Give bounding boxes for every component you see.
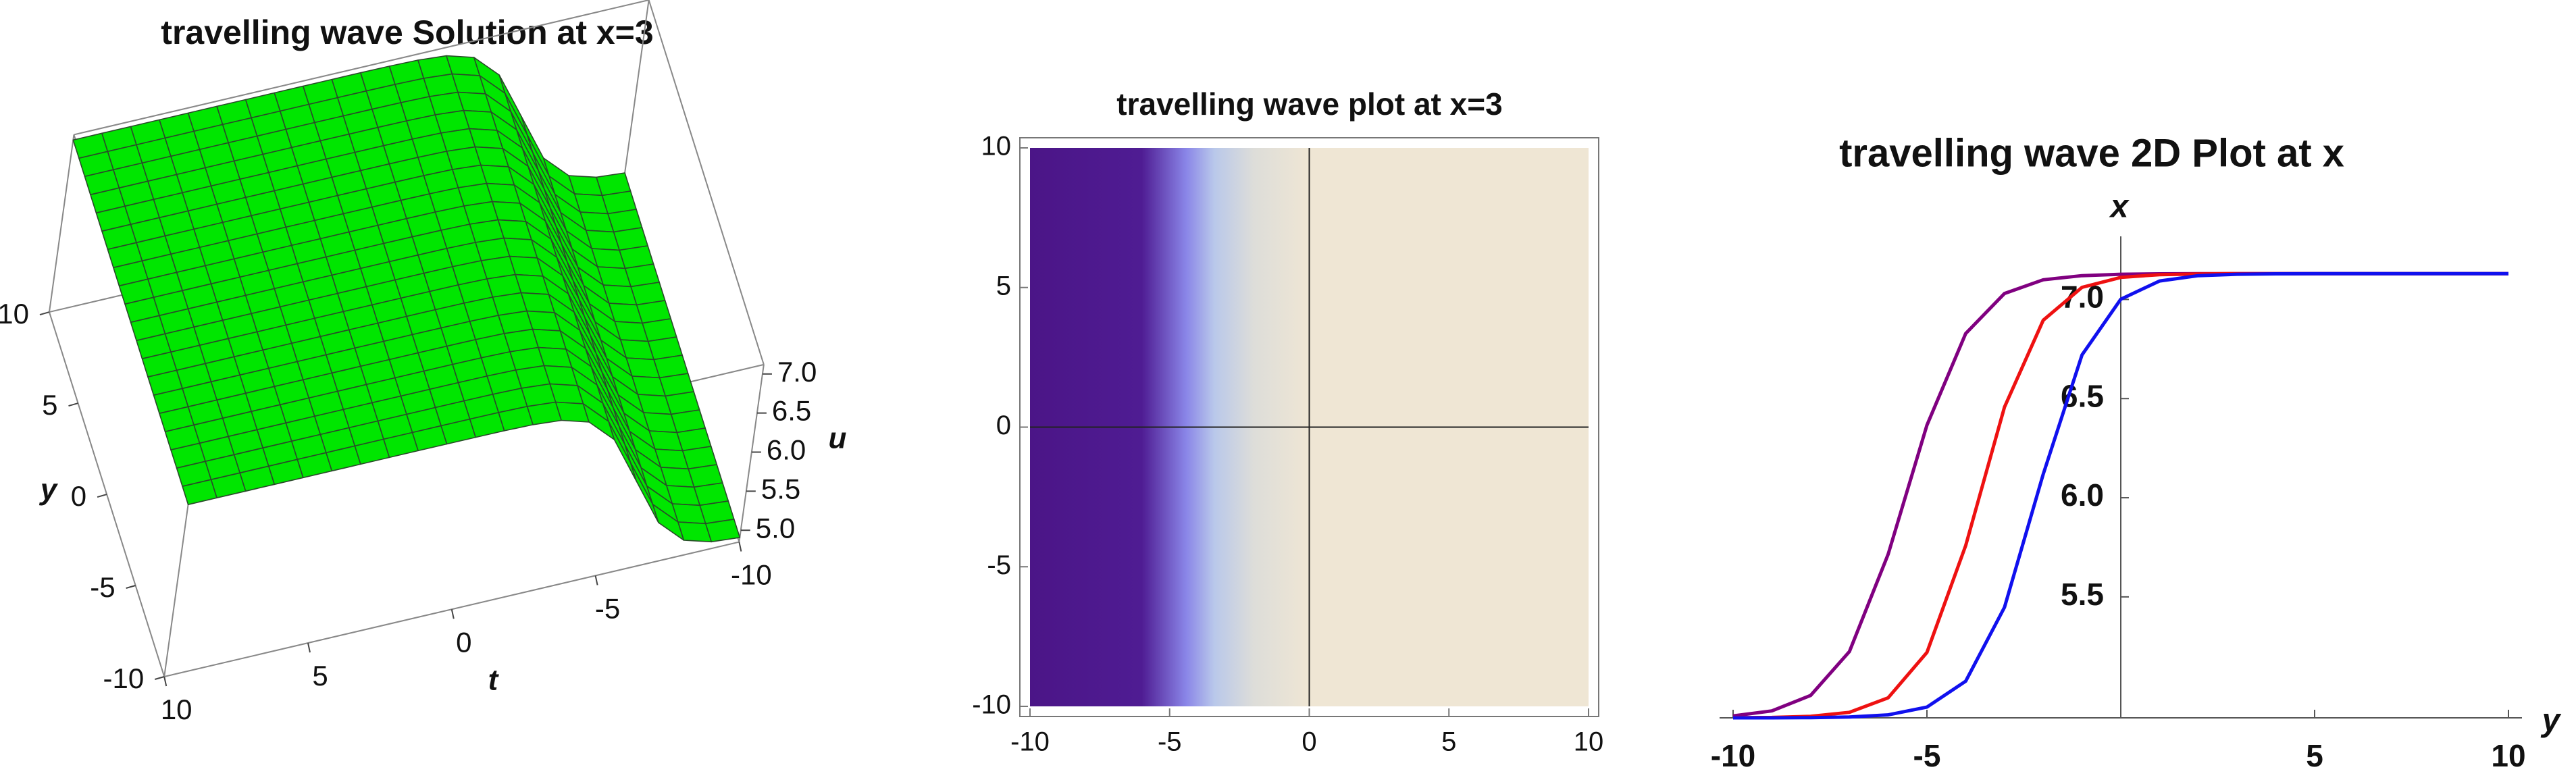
x-tick-label: -5 [1913,738,1941,773]
chart-title: travelling wave Solution at x=3 [161,14,653,51]
y-tick-label: 6.0 [2061,477,2104,513]
x-tick-label: -5 [1158,727,1182,757]
y-tick-label: 0 [71,480,86,512]
x-tick-label: 10 [161,694,192,725]
x-tick-label: 5 [312,660,328,692]
x-tick-label: 10 [2491,738,2525,773]
box-edge [623,0,650,178]
x-tick [450,609,455,619]
y-tick-label: 0 [996,411,1011,440]
x-tick-label: -10 [1711,738,1755,773]
surface [72,55,741,543]
surface-cell [704,519,741,543]
x-tick-label: -5 [595,593,620,625]
x-tick [307,642,311,653]
box-edge [48,134,75,313]
z-tick-label: 6.0 [767,434,806,466]
y-tick-label: 10 [0,298,29,330]
z-axis-label: u [829,422,847,455]
box-edge [738,364,765,542]
y-tick-label: -10 [103,662,144,694]
x-tick-label: -10 [731,559,772,591]
chart-title: travelling wave plot at x=3 [1116,86,1502,122]
x-tick-label: 10 [1574,727,1604,757]
y-tick [126,585,136,589]
y-tick-label: -5 [90,571,115,603]
x-tick-label: 5 [1441,727,1456,757]
y-tick-label: 5 [996,271,1011,301]
x-tick-label: 0 [1302,727,1316,757]
z-tick-label: 7.0 [777,356,817,388]
x-axis-label: t [488,664,500,697]
y-tick-label: 5 [42,389,57,421]
x-tick-label: 5 [2306,738,2323,773]
y-tick-label: 5.5 [2061,577,2104,612]
z-tick-label: 5.5 [761,473,800,504]
x-axis-label: y [2541,703,2562,739]
y-tick [68,402,78,407]
line-series [1733,271,2508,720]
x-tick [594,575,598,585]
box-edge [74,0,649,136]
box-edge [648,0,765,365]
y-axis-label: y [39,473,59,506]
y-axis-label: x [2109,189,2130,225]
y-tick [154,676,165,680]
x-tick [163,676,168,687]
y-tick [39,311,50,316]
box-edge [163,499,190,677]
x-tick-label: -10 [1010,727,1050,757]
y-tick-label: 10 [981,132,1012,161]
y-tick-label: -10 [972,690,1011,720]
x-tick [738,542,742,552]
z-tick-label: 5.0 [756,512,795,544]
x-tick-label: 0 [456,626,471,658]
y-tick [97,494,107,498]
y-tick-label: -5 [987,550,1011,580]
chart-title: travelling wave 2D Plot at x [1839,131,2344,175]
z-tick-label: 6.5 [772,395,811,427]
